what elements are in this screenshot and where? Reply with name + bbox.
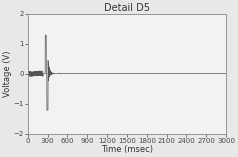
Y-axis label: Voltage (V): Voltage (V)	[3, 50, 12, 97]
Title: Detail D5: Detail D5	[104, 3, 150, 13]
X-axis label: Time (msec): Time (msec)	[101, 145, 153, 154]
